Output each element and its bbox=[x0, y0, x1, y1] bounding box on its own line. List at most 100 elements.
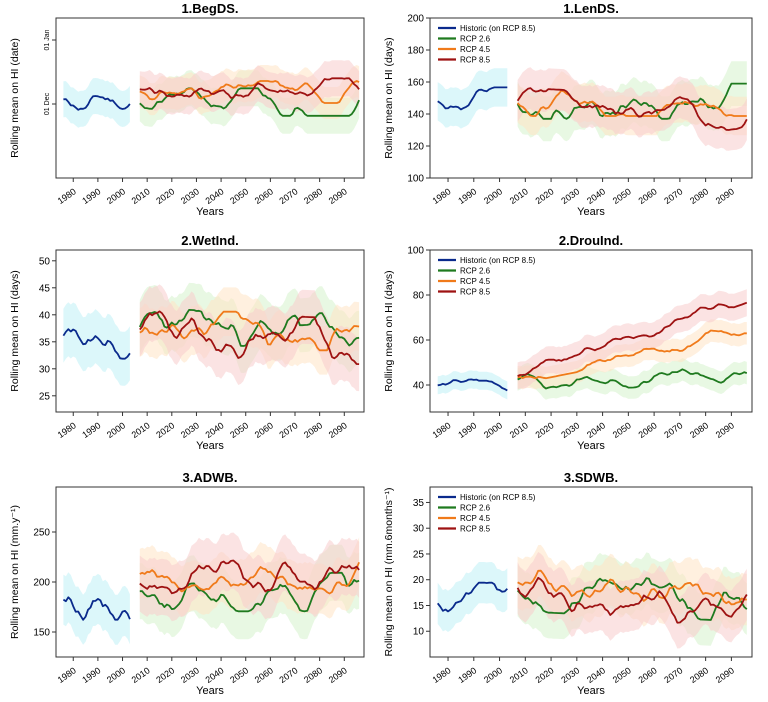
x-tick-label: 2000 bbox=[482, 420, 504, 440]
x-tick-label: 2070 bbox=[277, 420, 299, 440]
x-tick-label: 2040 bbox=[204, 186, 226, 206]
series-line-rcp45 bbox=[517, 329, 747, 380]
series-line-historic bbox=[437, 378, 508, 392]
x-tick-label: 2010 bbox=[130, 420, 152, 440]
x-tick-label: 2030 bbox=[559, 186, 581, 206]
plot-area bbox=[63, 60, 360, 134]
legend-label-rcp26: RCP 2.6 bbox=[460, 504, 491, 513]
plot-area bbox=[62, 532, 360, 645]
series-line-rcp26 bbox=[516, 577, 748, 621]
series-line-historic bbox=[437, 86, 508, 111]
x-tick-label: 2000 bbox=[105, 186, 127, 206]
band-historic bbox=[63, 78, 130, 128]
x-tick-label: 2010 bbox=[508, 186, 530, 206]
y-tick-label: 15 bbox=[413, 601, 425, 612]
chart-title: 1.LenDS. bbox=[563, 1, 619, 16]
x-tick-label: 2060 bbox=[253, 665, 275, 685]
y-tick-label: 200 bbox=[407, 14, 424, 25]
x-tick-label: 2030 bbox=[559, 665, 581, 685]
x-tick-label: 1990 bbox=[456, 420, 478, 440]
x-tick-label: 2010 bbox=[130, 186, 152, 206]
x-tick-label: 2080 bbox=[302, 665, 324, 685]
series-line-rcp45 bbox=[139, 561, 360, 595]
x-axis-label: Years bbox=[577, 440, 605, 452]
x-tick-label: 1980 bbox=[56, 186, 78, 206]
x-axis-label: Years bbox=[196, 440, 224, 452]
y-tick-label: 45 bbox=[39, 283, 51, 294]
series-line-rcp45 bbox=[139, 80, 360, 104]
x-tick-label: 1990 bbox=[80, 420, 102, 440]
series-line-historic bbox=[436, 581, 508, 613]
plot-area bbox=[437, 61, 748, 151]
chart-title: 3.SDWB. bbox=[564, 470, 618, 485]
band-rcp26 bbox=[517, 358, 747, 400]
x-tick-label: 2060 bbox=[637, 186, 659, 206]
y-tick-label: 01 Dec bbox=[44, 92, 51, 115]
x-tick-label: 2090 bbox=[714, 186, 736, 206]
x-tick-label: 1990 bbox=[80, 665, 102, 685]
y-axis-label: Rolling mean on HI (days) bbox=[383, 37, 395, 158]
legend-label-rcp85: RCP 8.5 bbox=[460, 288, 491, 297]
y-tick-label: 100 bbox=[407, 174, 424, 185]
x-tick-label: 2080 bbox=[688, 420, 710, 440]
x-tick-label: 1980 bbox=[430, 665, 452, 685]
y-tick-label: 35 bbox=[39, 337, 51, 348]
x-tick-label: 2050 bbox=[228, 186, 250, 206]
x-tick-label: 2030 bbox=[179, 420, 201, 440]
y-tick-label: 60 bbox=[413, 336, 425, 347]
y-tick-label: 30 bbox=[413, 524, 425, 535]
x-tick-label: 2010 bbox=[130, 665, 152, 685]
y-tick-label: 30 bbox=[39, 364, 51, 375]
legend-label-rcp45: RCP 4.5 bbox=[460, 277, 491, 286]
y-axis-label: Rolling mean on HI (date) bbox=[9, 38, 21, 158]
band-historic bbox=[63, 302, 130, 386]
legend-label-rcp85: RCP 8.5 bbox=[460, 56, 491, 65]
y-tick-label: 40 bbox=[39, 310, 51, 321]
x-tick-label: 1980 bbox=[56, 420, 78, 440]
y-tick-label: 150 bbox=[33, 628, 50, 639]
x-tick-label: 2030 bbox=[559, 420, 581, 440]
x-tick-label: 2090 bbox=[327, 665, 349, 685]
x-tick-label: 2050 bbox=[228, 665, 250, 685]
x-tick-label: 2060 bbox=[637, 665, 659, 685]
x-tick-label: 2080 bbox=[688, 665, 710, 685]
series-line-rcp26 bbox=[138, 309, 360, 347]
x-tick-label: 2050 bbox=[611, 420, 633, 440]
chart-title: 2.WetInd. bbox=[181, 233, 239, 248]
x-tick-label: 2040 bbox=[204, 665, 226, 685]
plot-frame bbox=[55, 17, 365, 179]
x-tick-label: 2020 bbox=[534, 186, 556, 206]
legend-label-historic: Historic (on RCP 8.5) bbox=[460, 24, 536, 33]
x-tick-label: 2040 bbox=[585, 186, 607, 206]
x-tick-label: 2050 bbox=[228, 420, 250, 440]
x-tick-label: 2020 bbox=[154, 665, 176, 685]
plot-frame bbox=[429, 249, 753, 413]
y-tick-label: 180 bbox=[407, 46, 424, 57]
x-tick-label: 2060 bbox=[253, 186, 275, 206]
legend-label-rcp45: RCP 4.5 bbox=[460, 45, 491, 54]
legend-label-rcp26: RCP 2.6 bbox=[460, 267, 491, 276]
x-tick-label: 2080 bbox=[688, 186, 710, 206]
x-tick-label: 2080 bbox=[302, 186, 324, 206]
plot-area bbox=[437, 289, 748, 400]
chart-title: 3.ADWB. bbox=[183, 470, 238, 485]
x-tick-label: 1980 bbox=[430, 186, 452, 206]
x-tick-label: 2030 bbox=[179, 665, 201, 685]
y-tick-label: 160 bbox=[407, 78, 424, 89]
x-tick-label: 1990 bbox=[456, 665, 478, 685]
x-tick-label: 2090 bbox=[327, 186, 349, 206]
series-line-rcp85 bbox=[516, 576, 748, 624]
x-tick-label: 2010 bbox=[508, 665, 530, 685]
series-line-rcp26 bbox=[517, 368, 748, 390]
series-line-historic bbox=[62, 596, 131, 621]
band-rcp85 bbox=[517, 289, 747, 390]
y-tick-label: 10 bbox=[413, 627, 425, 638]
x-tick-label: 2000 bbox=[482, 186, 504, 206]
x-tick-label: 2020 bbox=[534, 420, 556, 440]
chart-title: 2.DrouInd. bbox=[559, 233, 623, 248]
legend-label-historic: Historic (on RCP 8.5) bbox=[460, 493, 536, 502]
